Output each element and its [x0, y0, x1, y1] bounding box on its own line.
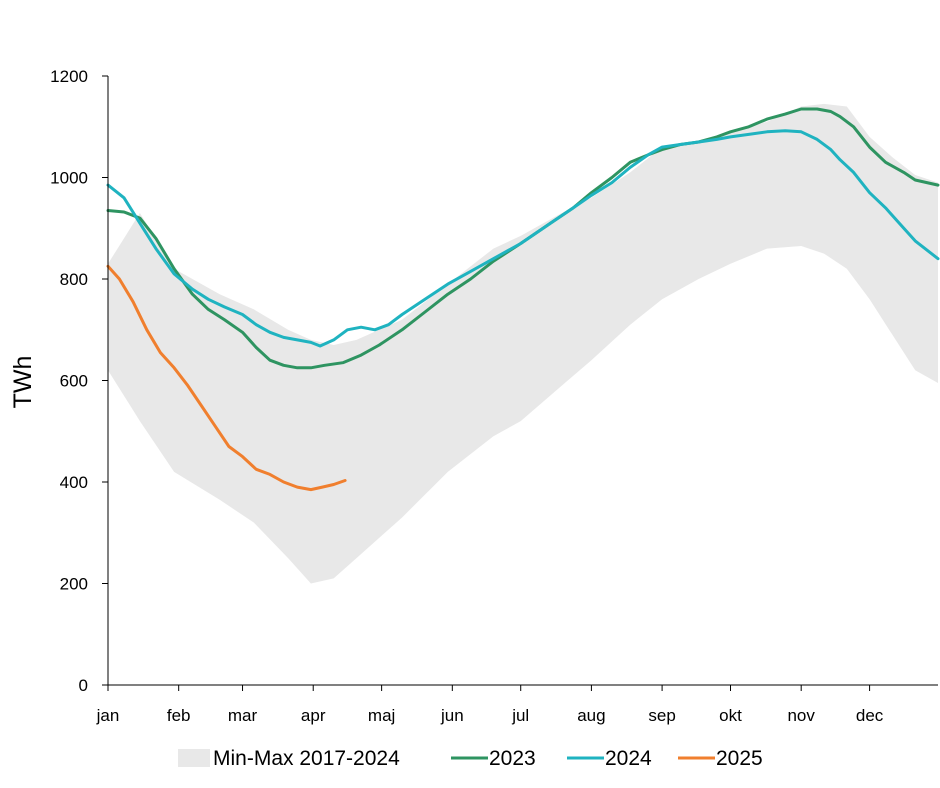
legend: Min-Max 2017-2024 2023 2024 2025 — [178, 747, 763, 770]
x-tick-label: apr — [301, 706, 326, 725]
y-tick-label: 600 — [60, 372, 88, 391]
x-tick-label: jun — [440, 706, 464, 725]
y-tick-label: 200 — [60, 575, 88, 594]
y-tick-label: 1200 — [50, 67, 88, 86]
legend-label-2025: 2025 — [716, 747, 763, 770]
y-ticks: 0 200 400 600 800 1000 1200 — [50, 67, 108, 695]
series-line-2025 — [106, 264, 347, 492]
x-tick-label: mar — [228, 706, 258, 725]
series-line-2024 — [106, 129, 940, 348]
legend-swatch-band — [178, 749, 210, 767]
legend-label-2023: 2023 — [489, 747, 536, 770]
x-tick-label: feb — [167, 706, 191, 725]
x-tick-label: maj — [368, 706, 395, 725]
x-tick-label: dec — [856, 706, 884, 725]
y-tick-label: 1000 — [50, 169, 88, 188]
y-tick-label: 800 — [60, 270, 88, 289]
series-layer — [106, 107, 940, 492]
x-tick-label: jan — [96, 706, 120, 725]
x-tick-label: sep — [648, 706, 675, 725]
x-tick-label: nov — [787, 706, 815, 725]
y-axis-label: TWh — [9, 356, 37, 409]
legend-label-2024: 2024 — [605, 747, 652, 770]
legend-label-band: Min-Max 2017-2024 — [213, 747, 400, 770]
y-tick-label: 0 — [79, 676, 88, 695]
x-ticks: jan feb mar apr maj jun jul aug sep okt nov dec — [96, 685, 884, 725]
x-tick-label: jul — [511, 706, 529, 725]
min-max-band — [108, 103, 938, 584]
x-tick-label: okt — [719, 706, 742, 725]
x-tick-label: aug — [577, 706, 605, 725]
y-tick-label: 400 — [60, 473, 88, 492]
